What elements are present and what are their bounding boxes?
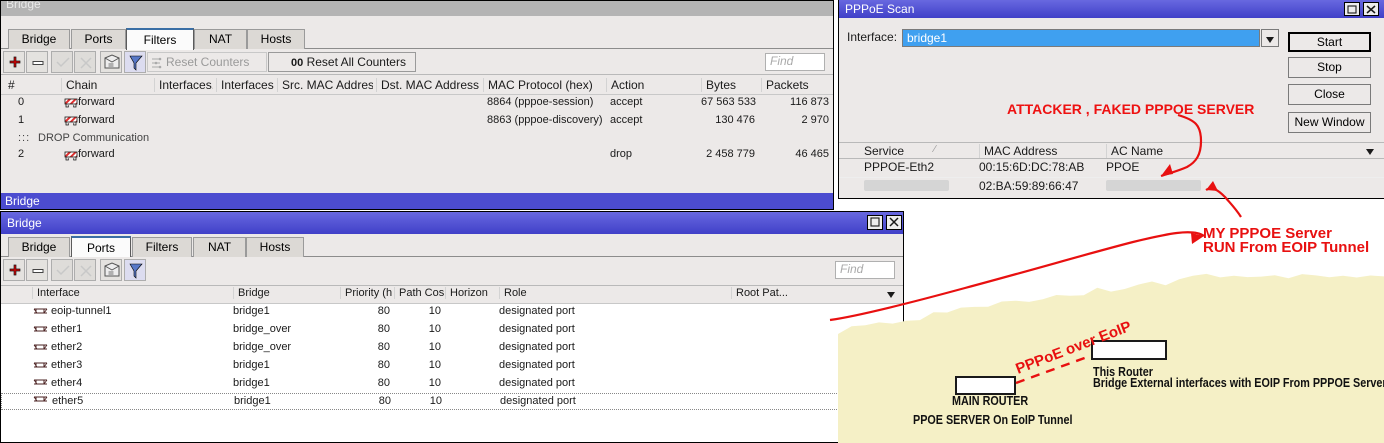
svg-text:PPPoE over EoIP: PPPoE over EoIP [1013,318,1133,378]
